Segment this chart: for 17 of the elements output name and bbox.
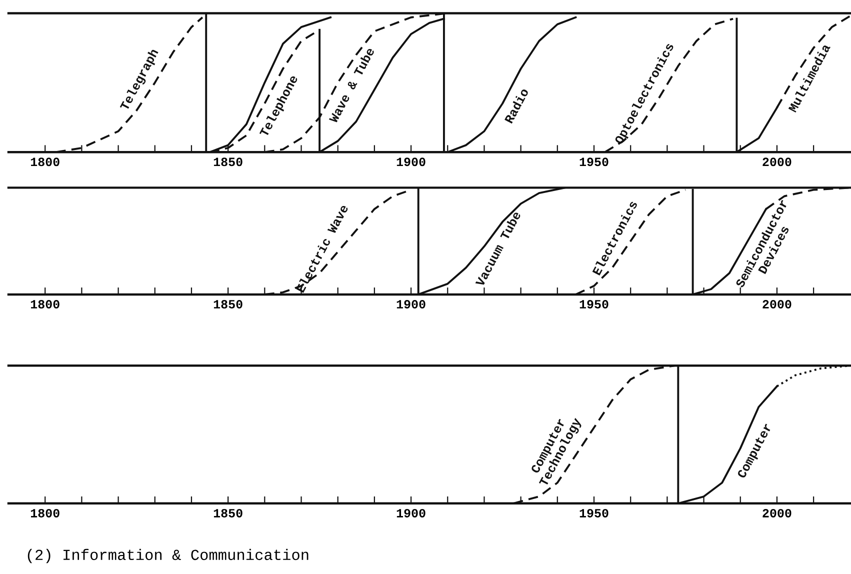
x-tick-label: 1900 — [396, 508, 426, 518]
x-tick-label: 1950 — [580, 300, 608, 309]
text: Wave & Tube — [328, 46, 375, 124]
x-tick-label: 1800 — [30, 508, 60, 518]
x-tick-label: 1950 — [580, 158, 608, 166]
x-tick-label: 1800 — [30, 300, 60, 309]
x-tick-label: 1900 — [396, 158, 426, 166]
x-tick-label: 2000 — [762, 508, 792, 518]
text: (2) Information & Communication — [28, 548, 308, 564]
x-tick-label: 1850 — [214, 300, 242, 309]
x-tick-label: 1850 — [214, 158, 242, 166]
x-tick-label: 2000 — [762, 300, 792, 309]
x-tick-label: 2000 — [762, 158, 792, 166]
x-tick-label: 1950 — [580, 508, 608, 518]
x-tick-label: 1900 — [396, 300, 426, 309]
x-tick-label: 1850 — [214, 508, 242, 518]
x-tick-label: 1800 — [30, 158, 60, 166]
